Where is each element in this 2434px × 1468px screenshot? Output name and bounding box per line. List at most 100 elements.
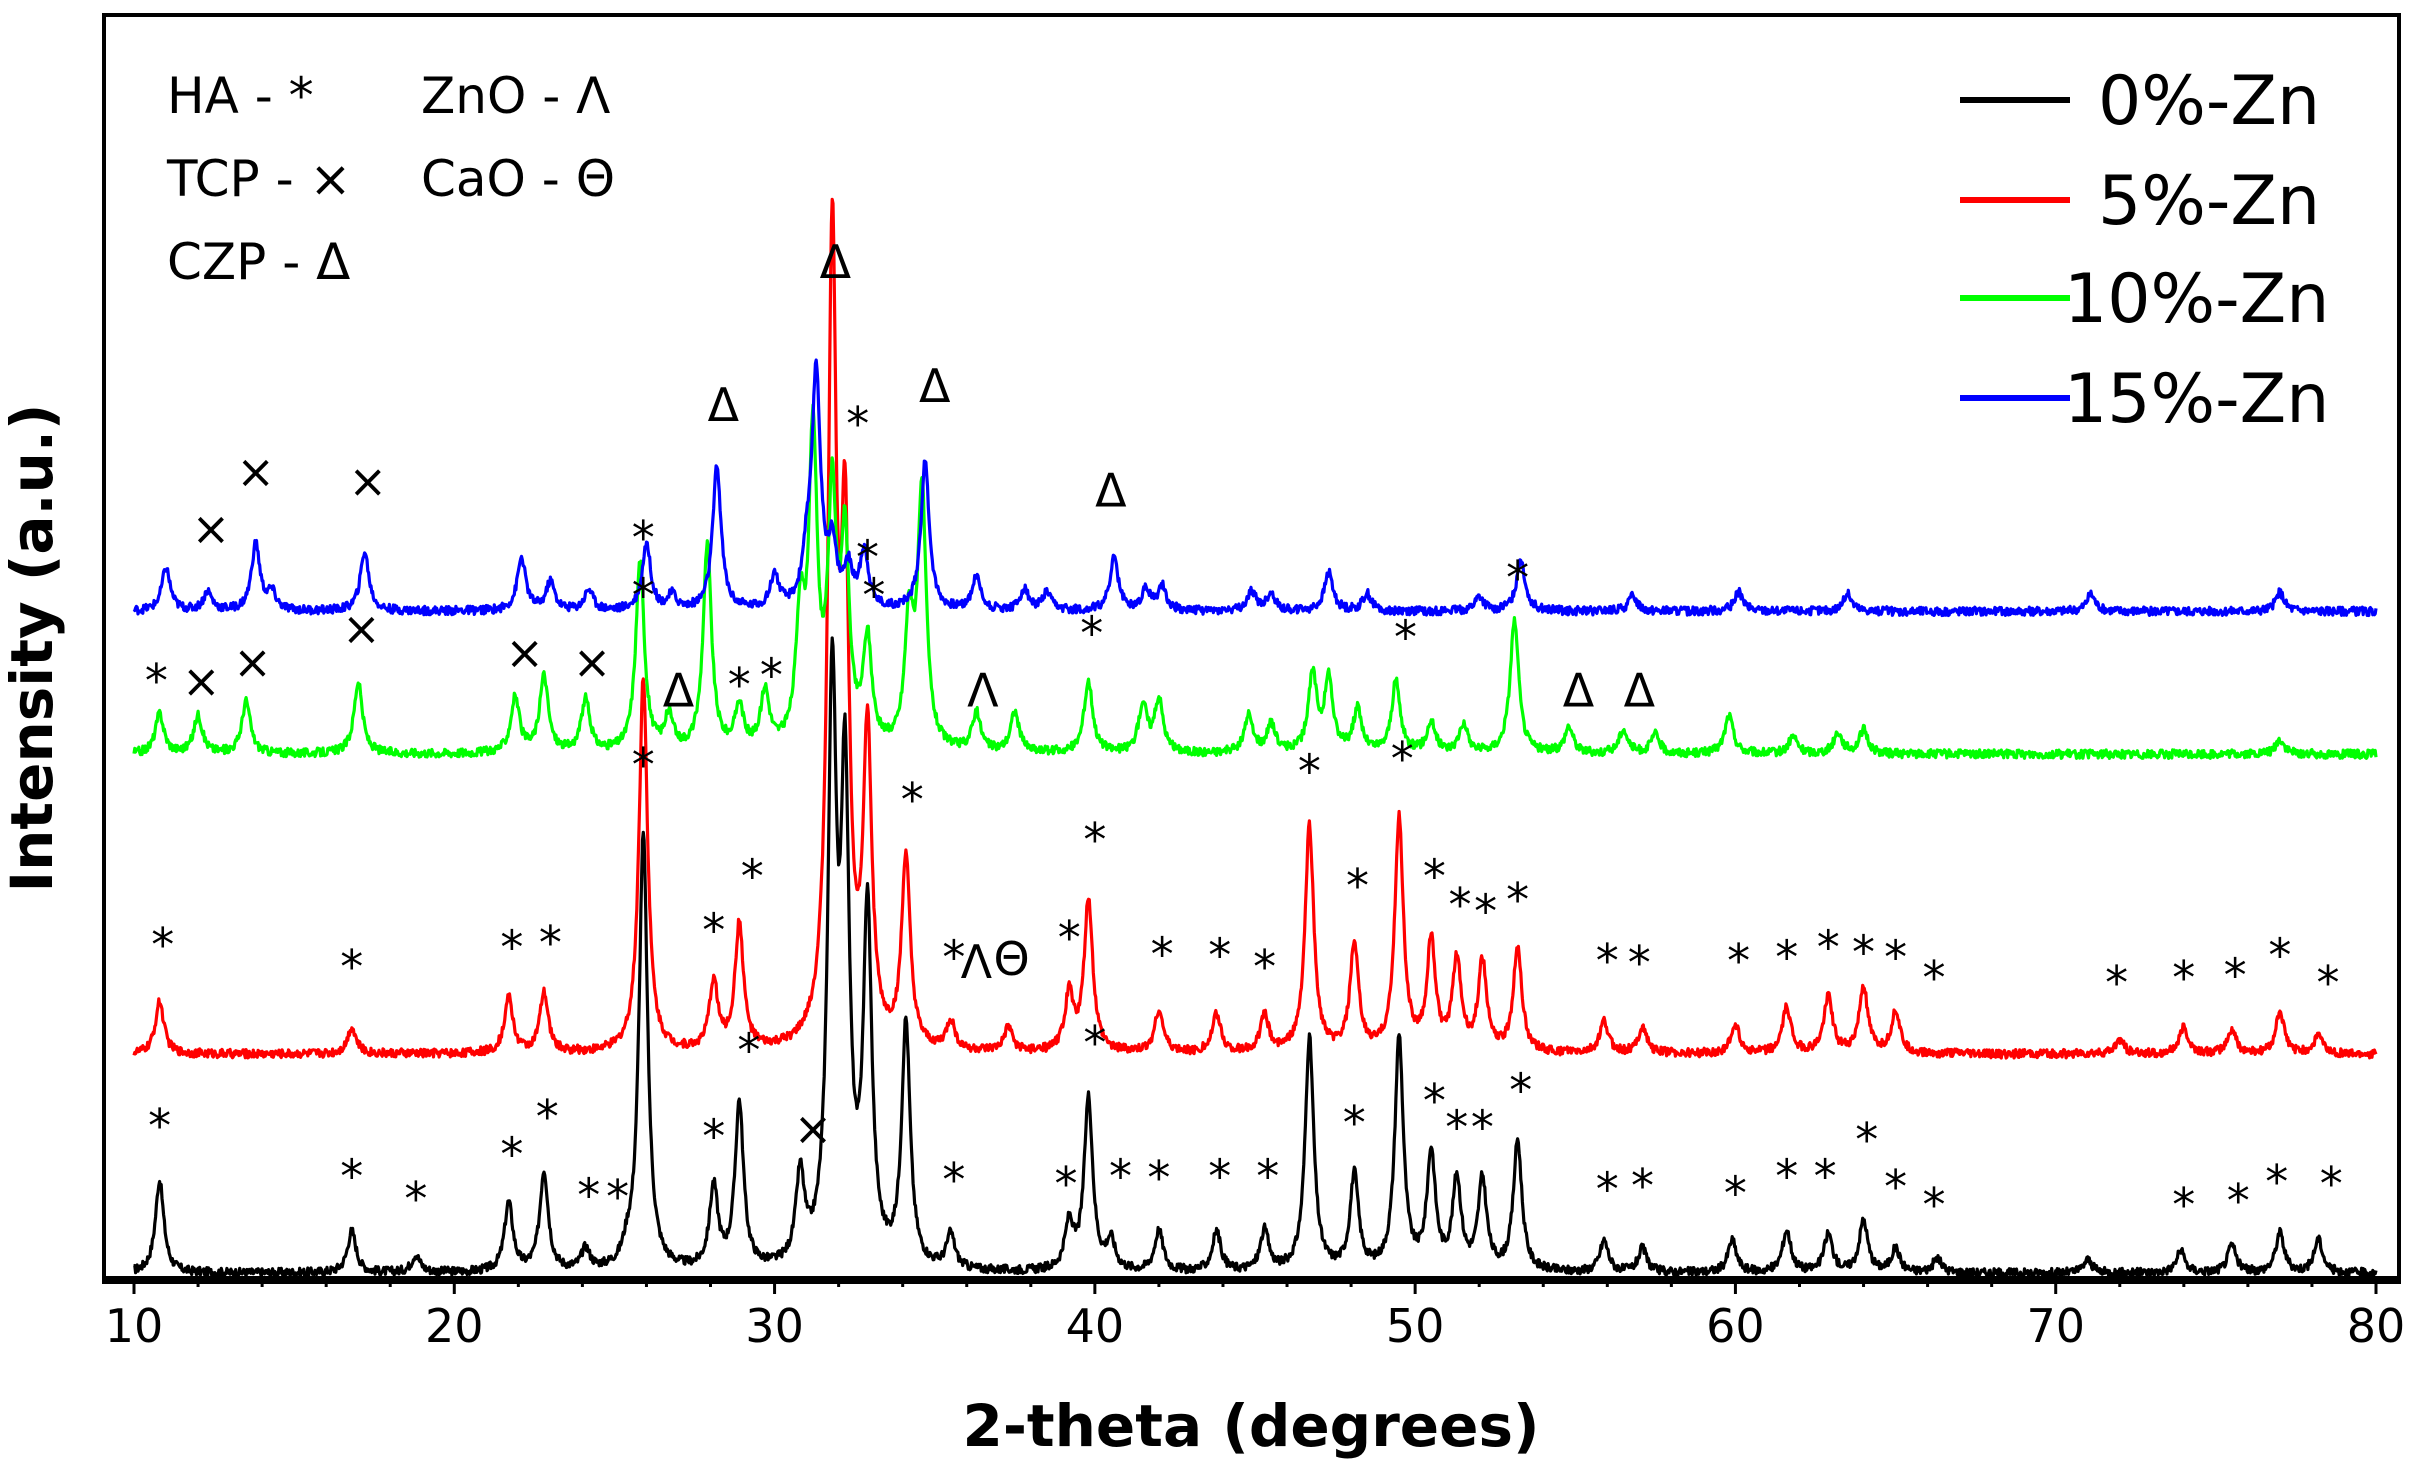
x-tick-label-20: 20 [425, 1299, 484, 1353]
y-axis-title: Intensity (a.u.) [0, 404, 66, 893]
plot-frame [102, 13, 2401, 1284]
peak-marker-0-31: * [2172, 1178, 2195, 1232]
x-tick-label-60: 60 [1706, 1299, 1765, 1353]
peak-marker-0-23: * [1596, 1163, 1619, 1217]
peak-marker-2-3: × [342, 602, 381, 656]
peak-marker-3-3: Δ [708, 378, 740, 432]
peak-marker-2-4: × [505, 626, 544, 680]
legend-label-1: 5%-Zn [2098, 162, 2320, 241]
peak-marker-1-19: * [1391, 732, 1414, 786]
peak-marker-1-31: * [1923, 951, 1946, 1005]
peak-marker-0-3: * [500, 1127, 523, 1181]
peak-marker-2-12: * [1080, 607, 1103, 661]
peak-marker-0-33: * [2265, 1155, 2288, 1209]
peak-marker-2-8: * [728, 658, 751, 712]
peak-marker-3-4: Δ [820, 235, 852, 289]
peak-marker-0-7: * [632, 738, 655, 792]
phase-key-czp: CZP - Δ [167, 233, 350, 291]
peak-marker-1-12: * [1058, 911, 1081, 965]
peak-marker-1-1: * [340, 940, 363, 994]
peak-marker-2-16: Δ [1624, 664, 1656, 718]
peak-marker-0-9: * [737, 1024, 760, 1078]
peak-marker-1-16: * [1253, 940, 1276, 994]
series-layer [132, 197, 2378, 1279]
peak-marker-2-10: * [862, 568, 885, 622]
peak-marker-1-14: * [1151, 927, 1174, 981]
peak-marker-1-26: * [1727, 934, 1750, 988]
phase-key-tcp: TCP - × [166, 150, 351, 208]
peak-marker-1-22: * [1474, 885, 1497, 939]
phase-key: HA - * TCP - × CZP - Δ ZnO - Λ CaO - Θ [166, 67, 615, 291]
peak-marker-0-0: * [148, 1099, 171, 1153]
series-line-0 [133, 636, 2378, 1279]
peak-marker-1-17: * [1298, 745, 1321, 799]
peak-marker-1-5: * [702, 904, 725, 958]
peak-marker-0-2: * [404, 1172, 427, 1226]
peak-marker-2-0: * [145, 654, 168, 708]
peak-marker-0-12: * [1055, 1157, 1078, 1211]
peak-marker-1-0: * [151, 918, 174, 972]
x-axis: 10 20 30 40 50 60 70 80 [104, 1276, 2406, 1353]
peak-marker-0-20: * [1445, 1101, 1468, 1155]
peak-marker-1-21: * [1449, 878, 1472, 932]
peak-marker-0-11: * [942, 1153, 965, 1207]
peak-marker-0-18: * [1343, 1096, 1366, 1150]
peak-marker-1-28: * [1817, 921, 1840, 975]
phase-key-cao: CaO - Θ [421, 150, 615, 208]
peak-marker-1-29: * [1852, 926, 1875, 980]
peak-marker-1-34: * [2224, 948, 2247, 1002]
peak-marker-0-34: * [2320, 1157, 2343, 1211]
peak-marker-3-0: × [192, 502, 231, 556]
peak-marker-1-9: * [942, 930, 965, 984]
series-line-1 [132, 197, 2378, 1060]
peak-marker-1-35: * [2268, 928, 2291, 982]
peak-marker-0-8: * [702, 1109, 725, 1163]
peak-marker-1-33: * [2172, 951, 2195, 1005]
peak-marker-2-7: Δ [663, 664, 695, 718]
peak-marker-3-5: * [846, 397, 869, 451]
peak-marker-2-13: * [1394, 610, 1417, 664]
peak-marker-1-6: * [741, 849, 764, 903]
peak-marker-0-4: * [536, 1090, 559, 1144]
peak-marker-2-15: Δ [1563, 664, 1595, 718]
peak-marker-1-8: * [901, 773, 924, 827]
phase-key-ha: HA - * [167, 67, 314, 125]
peak-marker-1-24: * [1596, 934, 1619, 988]
peak-marker-0-17: * [1256, 1149, 1279, 1203]
legend-label-3: 15%-Zn [2064, 360, 2329, 439]
peak-marker-2-14: * [1506, 551, 1529, 605]
peak-marker-2-1: × [182, 654, 221, 708]
series-line-3 [132, 358, 2378, 618]
peak-marker-0-27: * [1814, 1149, 1837, 1203]
x-tick-label-80: 80 [2347, 1299, 2406, 1353]
peak-marker-0-16: * [1208, 1149, 1231, 1203]
peak-marker-0-28: * [1855, 1113, 1878, 1167]
peak-marker-0-32: * [2227, 1174, 2250, 1228]
x-tick-label-50: 50 [1386, 1299, 1445, 1353]
peak-marker-3-2: × [349, 454, 388, 508]
peak-marker-0-22: * [1509, 1064, 1532, 1118]
peak-marker-2-9: * [760, 648, 783, 702]
x-tick-label-10: 10 [105, 1299, 164, 1353]
peak-marker-1-25: * [1628, 936, 1651, 990]
peak-marker-2-5: × [573, 635, 612, 689]
peak-marker-1-36: * [2317, 956, 2340, 1010]
peak-marker-0-30: * [1923, 1178, 1946, 1232]
peak-marker-0-13: * [1083, 1016, 1106, 1070]
x-axis-title: 2-theta (degrees) [962, 1392, 1539, 1460]
peak-marker-3-6: Δ [919, 359, 951, 413]
peak-marker-1-15: * [1208, 928, 1231, 982]
x-tick-label-30: 30 [745, 1299, 804, 1353]
peak-marker-3-7: Δ [1095, 464, 1127, 518]
peak-marker-0-5: * [577, 1168, 600, 1222]
peak-marker-0-21: * [1471, 1101, 1494, 1155]
peak-marker-0-10: × [794, 1102, 833, 1156]
peak-marker-layer: * * * * * * * * * * × * * * * * * * * * * * * * * * * * * * * * * * * * * * * *… [145, 235, 2343, 1232]
peak-marker-0-24: * [1631, 1159, 1654, 1213]
x-tick-label-70: 70 [2026, 1299, 2085, 1353]
legend-label-2: 10%-Zn [2064, 260, 2329, 339]
peak-marker-2-6: * [632, 511, 655, 565]
legend: 0%-Zn 5%-Zn 10%-Zn 15%-Zn [1960, 62, 2329, 439]
peak-marker-1-2: * [500, 921, 523, 975]
